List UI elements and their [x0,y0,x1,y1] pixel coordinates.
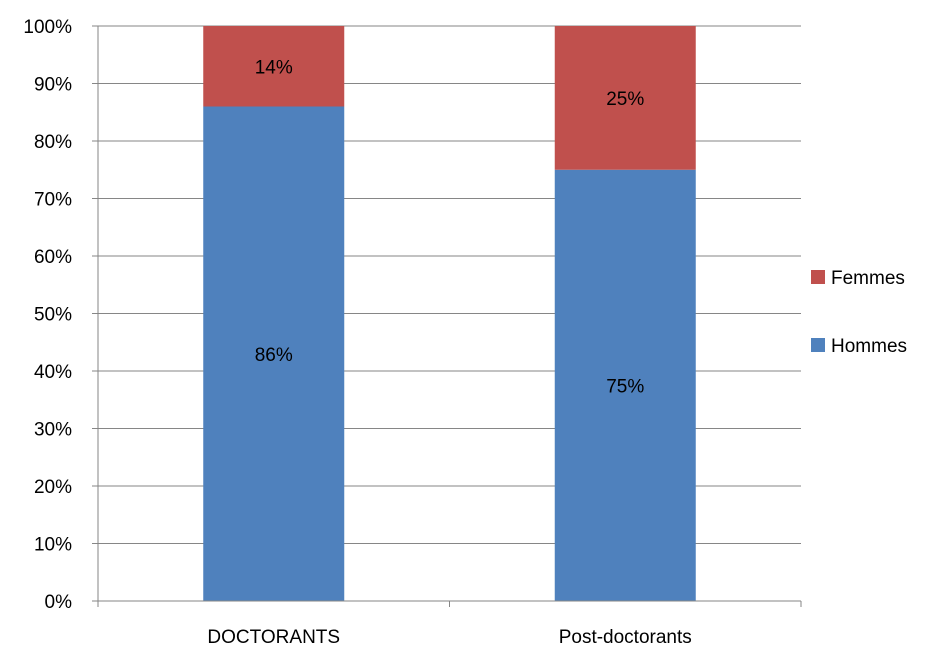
data-label: 86% [255,345,293,366]
x-axis-tick-labels: DOCTORANTS Post-doctorants [207,627,691,646]
x-tick-label: DOCTORANTS [207,627,340,646]
y-axis-tick-labels: 0% 10% 20% 30% 40% 50% 60% 70% 80% 90% 100% [23,17,72,613]
y-tick-label: 10% [34,535,72,556]
axes [92,25,802,607]
x-tick-label: Post-doctorants [559,627,692,646]
y-tick-label: 70% [34,190,72,211]
y-tick-label: 20% [34,477,72,498]
bars: 86% 14% 75% 25% [203,26,696,601]
data-label: 25% [606,89,644,110]
legend-label: Hommes [831,336,907,357]
bar-segment [554,169,696,601]
y-tick-label: 40% [34,362,72,383]
bar-segment [554,26,696,170]
bar-segment [203,106,345,601]
data-label: 75% [606,376,644,397]
y-tick-label: 80% [34,132,72,153]
y-tick-label: 100% [23,17,72,38]
y-tick-label: 90% [34,75,72,96]
y-tick-label: 60% [34,247,72,268]
y-tick-label: 30% [34,420,72,441]
bar-segment [203,26,345,107]
legend-swatch [811,338,825,352]
legend-label: Femmes [831,268,905,289]
y-tick-label: 0% [45,592,73,613]
data-label: 14% [255,57,293,78]
legend: Femmes Hommes [811,268,907,357]
y-tick-label: 50% [34,305,72,326]
legend-swatch [811,270,825,284]
